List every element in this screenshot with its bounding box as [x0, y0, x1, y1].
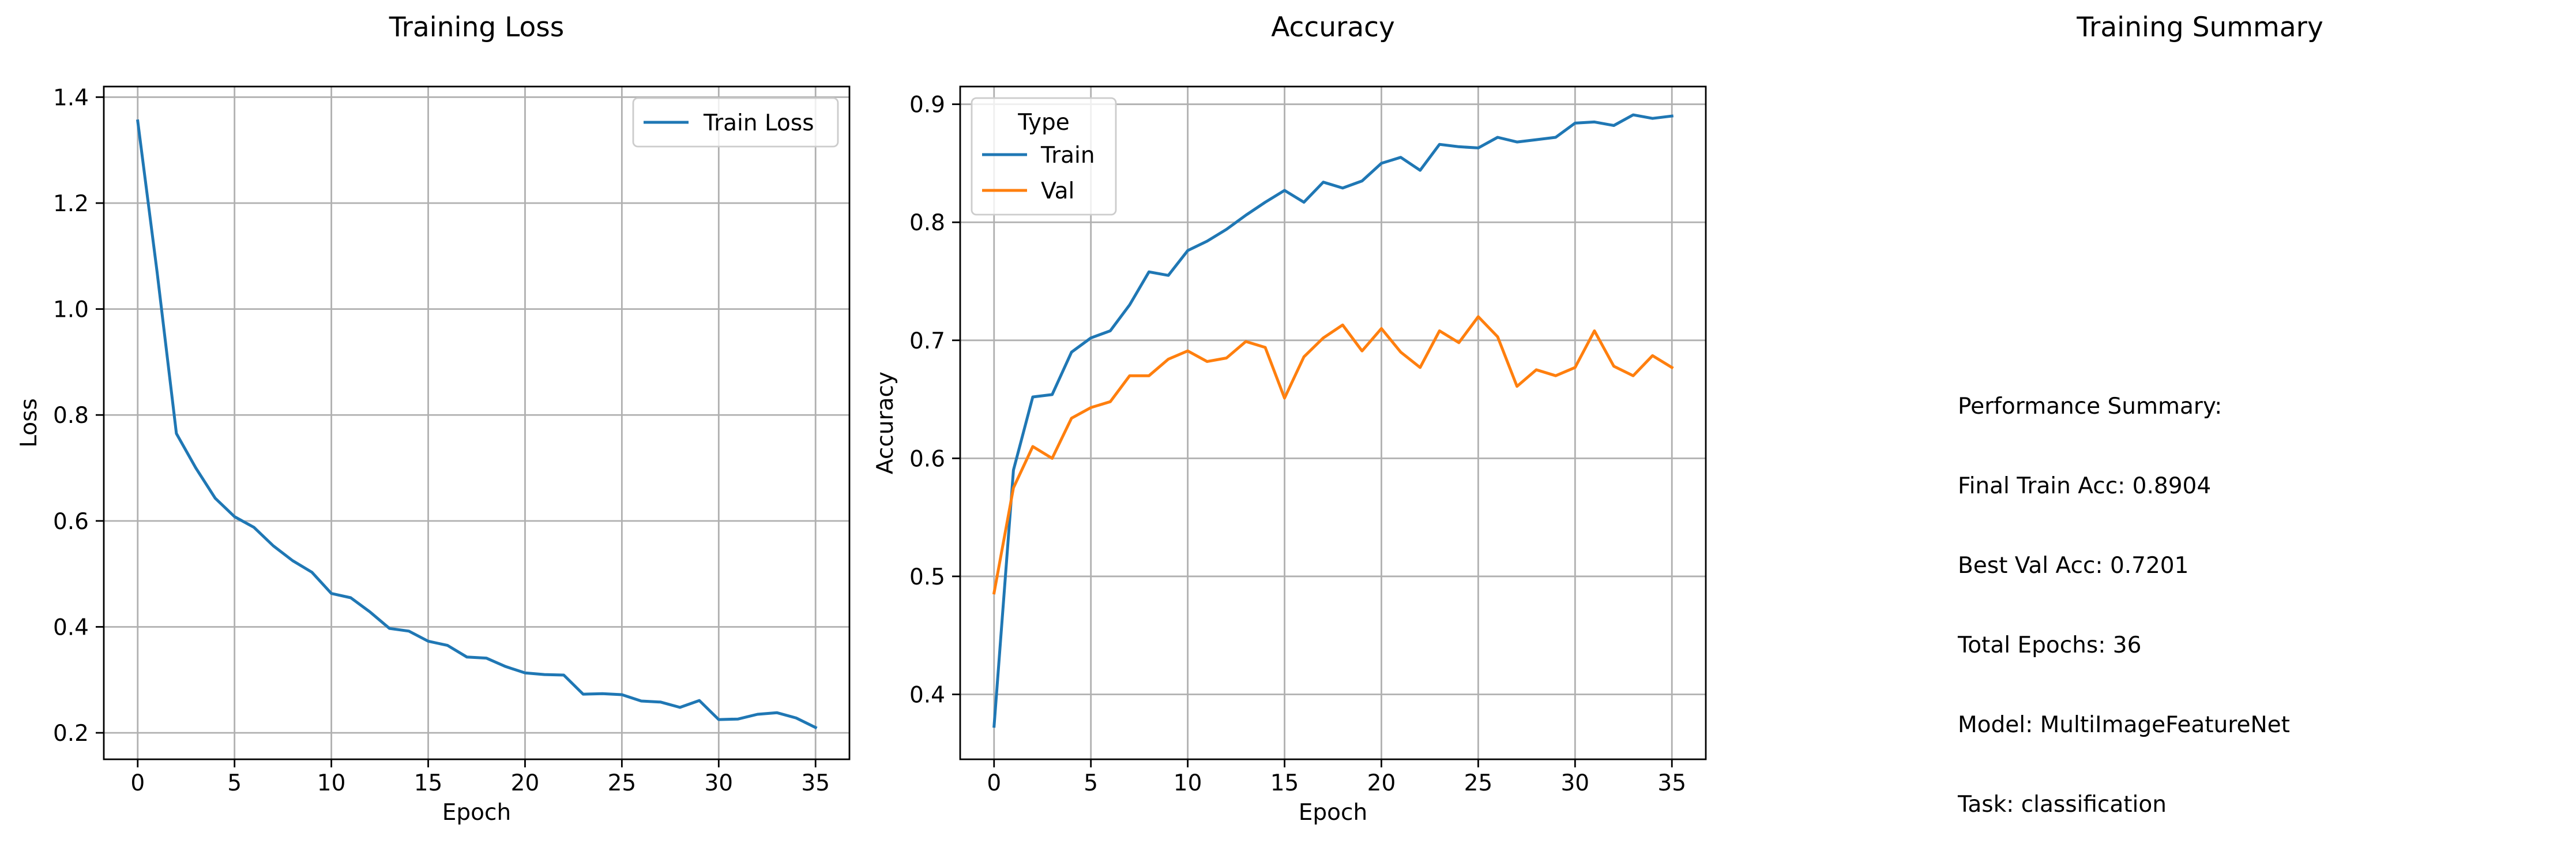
x-tick-label: 10	[1174, 770, 1202, 796]
x-axis-label: Epoch	[442, 800, 511, 826]
summary-title: Training Summary	[2076, 12, 2323, 43]
series-line	[992, 113, 1674, 728]
y-tick-label: 0.9	[909, 92, 945, 118]
plot-frame	[103, 85, 851, 760]
legend-label: Val	[1041, 178, 1074, 204]
plot-frame	[959, 85, 1707, 760]
summary-panel: Performance Summary: Final Train Acc: 0.…	[1958, 340, 2290, 845]
legend-box	[971, 97, 1117, 216]
legend-box	[632, 97, 839, 148]
summary-line: Model: MultiImageFeatureNet	[1958, 712, 2290, 738]
x-tick-label: 35	[1657, 770, 1686, 796]
legend-label: Train Loss	[703, 110, 814, 136]
y-tick-label: 0.5	[909, 564, 945, 590]
x-tick-label: 15	[1270, 770, 1299, 796]
series-line	[136, 119, 818, 730]
y-tick-label: 0.4	[909, 682, 945, 708]
y-tick-label: 1.2	[53, 191, 89, 217]
y-tick-label: 1.4	[53, 85, 89, 111]
y-tick-label: 0.8	[909, 210, 945, 236]
y-tick-label: 0.7	[909, 328, 945, 354]
y-tick-label: 0.6	[53, 509, 89, 535]
x-axis-label: Epoch	[1299, 800, 1367, 826]
summary-line: Total Epochs: 36	[1958, 632, 2142, 658]
x-tick-label: 5	[1084, 770, 1098, 796]
x-tick-label: 30	[1560, 770, 1589, 796]
x-tick-label: 30	[704, 770, 733, 796]
legend-title: Type	[1017, 110, 1070, 136]
x-tick-label: 20	[511, 770, 540, 796]
summary-line: Best Val Acc: 0.7201	[1958, 553, 2189, 579]
y-axis-label: Loss	[16, 398, 42, 448]
chart-title: Accuracy	[1271, 12, 1395, 43]
x-tick-label: 0	[130, 770, 145, 796]
x-tick-label: 20	[1367, 770, 1396, 796]
y-tick-label: 0.2	[53, 721, 89, 747]
x-tick-label: 25	[1464, 770, 1493, 796]
series-line	[992, 315, 1674, 595]
x-tick-label: 10	[317, 770, 346, 796]
summary-line: Performance Summary:	[1958, 393, 2222, 419]
x-tick-label: 0	[987, 770, 1001, 796]
x-tick-label: 5	[227, 770, 242, 796]
legend-label: Train	[1040, 143, 1095, 168]
y-tick-label: 0.6	[909, 446, 945, 472]
summary-line: Task: classification	[1958, 792, 2167, 818]
y-tick-label: 0.8	[53, 403, 89, 429]
y-axis-label: Accuracy	[873, 372, 898, 474]
chart-title: Training Loss	[389, 12, 564, 43]
y-tick-label: 1.0	[53, 297, 89, 323]
x-tick-label: 35	[801, 770, 830, 796]
y-tick-label: 0.4	[53, 614, 89, 640]
x-tick-label: 25	[608, 770, 637, 796]
summary-line: Final Train Acc: 0.8904	[1958, 473, 2212, 499]
x-tick-label: 15	[414, 770, 443, 796]
